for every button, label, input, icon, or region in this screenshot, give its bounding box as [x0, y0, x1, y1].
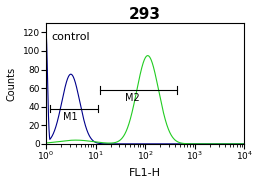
- Title: 293: 293: [129, 7, 161, 22]
- Text: M1: M1: [63, 112, 78, 122]
- Text: control: control: [52, 32, 90, 42]
- Text: M2: M2: [126, 93, 140, 103]
- Y-axis label: Counts: Counts: [7, 66, 17, 100]
- X-axis label: FL1-H: FL1-H: [129, 168, 161, 178]
